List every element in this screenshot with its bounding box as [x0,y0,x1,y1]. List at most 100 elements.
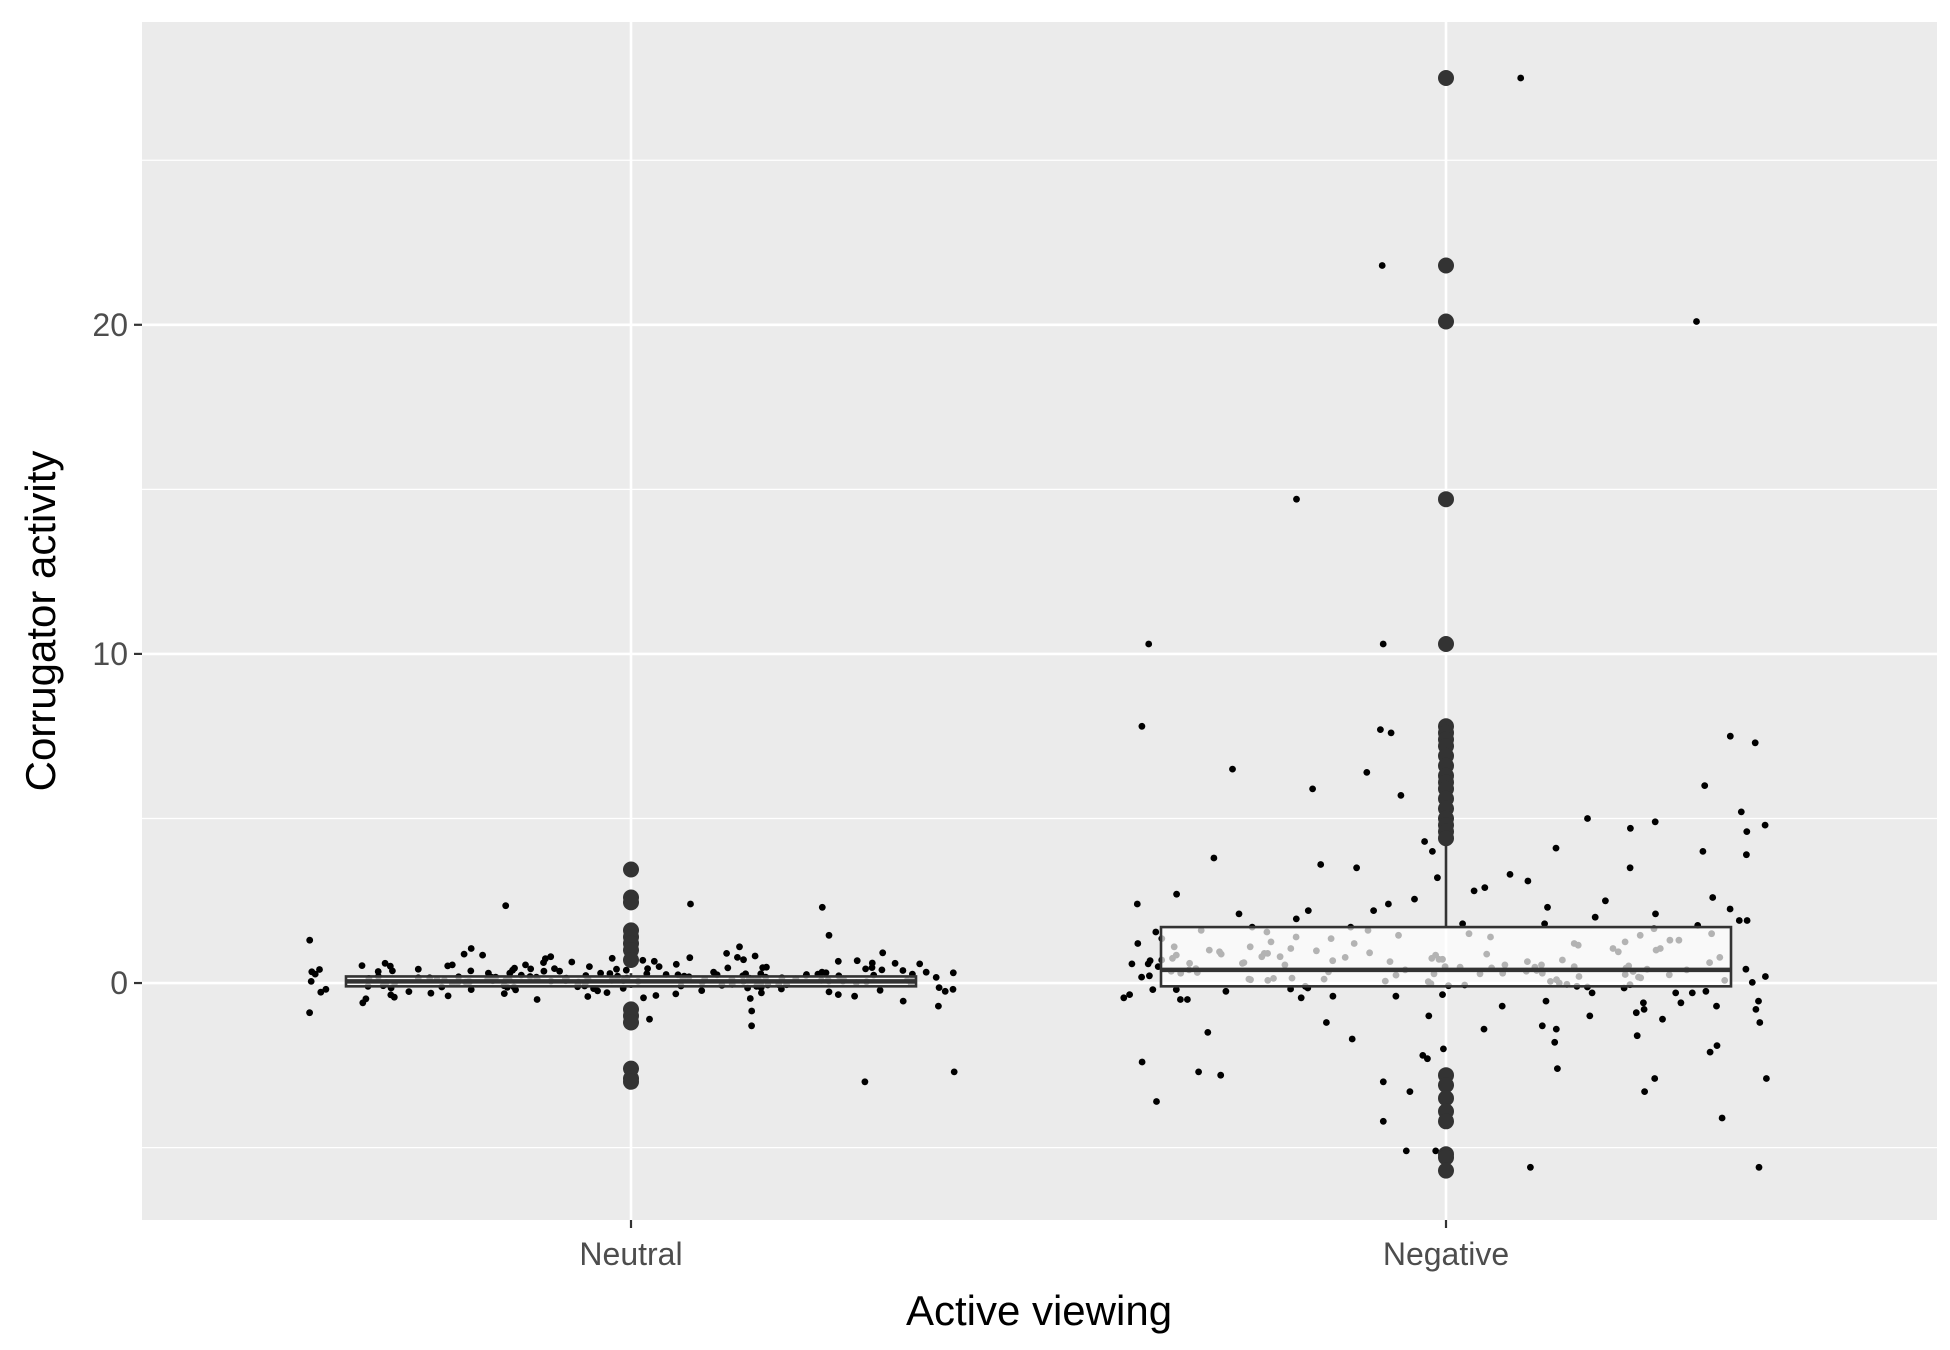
jitter-point [1379,640,1387,648]
jitter-point [1138,973,1145,981]
jitter-point [1591,913,1599,921]
jitter-point [740,956,747,964]
jitter-point [1229,765,1236,773]
jitter-point [1538,1022,1546,1030]
jitter-point [586,963,593,970]
jitter-point [1755,1163,1763,1171]
outlier-point [1438,1077,1454,1094]
jitter-point [1353,864,1360,872]
outlier-point [623,1014,639,1031]
jitter-point [1387,729,1395,737]
jitter-point [1652,910,1659,918]
jitter-point [932,974,940,981]
jitter-point [1588,989,1596,997]
jitter-point [1429,848,1436,855]
jitter-point [1138,722,1146,730]
jitter-point [1726,905,1734,913]
jitter-point [686,954,694,962]
jitter-point [698,987,706,994]
jitter-point [644,965,651,972]
jitter-point [1379,1078,1387,1086]
jitter-point [506,969,514,977]
jitter-point [316,966,323,973]
jitter-point [1743,917,1751,924]
jitter-point [467,967,475,975]
jitter-point [584,993,592,1000]
jitter-point [1120,994,1128,1002]
jitter-point [1323,1019,1330,1026]
jitter-point [1195,1068,1202,1076]
jitter-point [1527,1163,1534,1171]
jitter-point [723,950,730,957]
jitter-point [1146,957,1154,965]
jitter-point [1544,903,1551,911]
axes: 0 10 20 Neutral Negative [92,307,1509,1272]
jitter-point [1761,821,1769,829]
jitter-point [522,961,529,969]
jitter-point [935,984,943,991]
jitter-point [639,956,647,964]
jitter-point [1134,940,1142,947]
jitter-point [862,965,869,973]
jitter-point [1688,989,1696,997]
jitter-point [834,957,842,965]
jitter-point [1713,1002,1720,1010]
jitter-point [551,965,558,972]
jitter-point [1756,1019,1764,1026]
y-axis-title: Corrugator activity [17,451,64,792]
jitter-point [935,1002,942,1010]
outlier-point [1438,491,1454,508]
outlier-point [1438,1149,1454,1166]
jitter-point [1659,1015,1666,1023]
jitter-point [1317,861,1325,868]
jitter-point [1755,997,1762,1005]
jitter-point [1763,1075,1770,1082]
jitter-point [1748,979,1756,986]
jitter-point [1402,1147,1410,1155]
jitter-point [1626,864,1634,872]
outlier-point [1438,1090,1454,1107]
jitter-point [825,988,833,996]
jitter-point [1762,973,1769,980]
jitter-point [1552,844,1560,852]
jitter-point [1297,994,1305,1002]
jitter-point [1640,999,1647,1007]
jitter-point [710,968,717,976]
jitter-point [460,950,468,958]
jitter-point [306,1009,313,1017]
jitter-point [1743,851,1750,859]
plot-panel [142,22,1937,1220]
jitter-point [1411,895,1418,903]
x-tick-label: Neutral [579,1236,682,1272]
jitter-point [1329,992,1337,1000]
jitter-point [358,962,366,969]
jitter-point [748,1022,755,1030]
outlier-points [623,70,1454,1179]
jitter-point [1421,838,1428,845]
jitter-point [1517,74,1525,82]
jitter-point [527,965,535,973]
jitter-point [1348,1035,1356,1043]
jitter-point [748,1007,756,1015]
outlier-point [1438,636,1454,652]
jitter-point [1126,991,1133,998]
jitter-point [1506,871,1514,878]
jitter-point [307,978,315,985]
jitter-point [1651,1075,1659,1082]
jitter-point [603,989,611,996]
jitter-point [1440,1045,1447,1053]
jitter-point [1385,900,1392,908]
jitter-point [405,988,413,995]
jitter-point [916,960,924,968]
jitter-point [1235,910,1243,918]
jitter-point [751,952,759,960]
outlier-point [1438,1113,1454,1130]
jitter-point [1632,1009,1640,1017]
box-iqr [1159,925,1733,988]
outlier-point [1438,257,1454,274]
jitter-point [759,964,767,971]
y-tick-label: 0 [110,965,128,1001]
jitter-point [1217,1071,1225,1079]
jitter-point [640,994,647,1002]
